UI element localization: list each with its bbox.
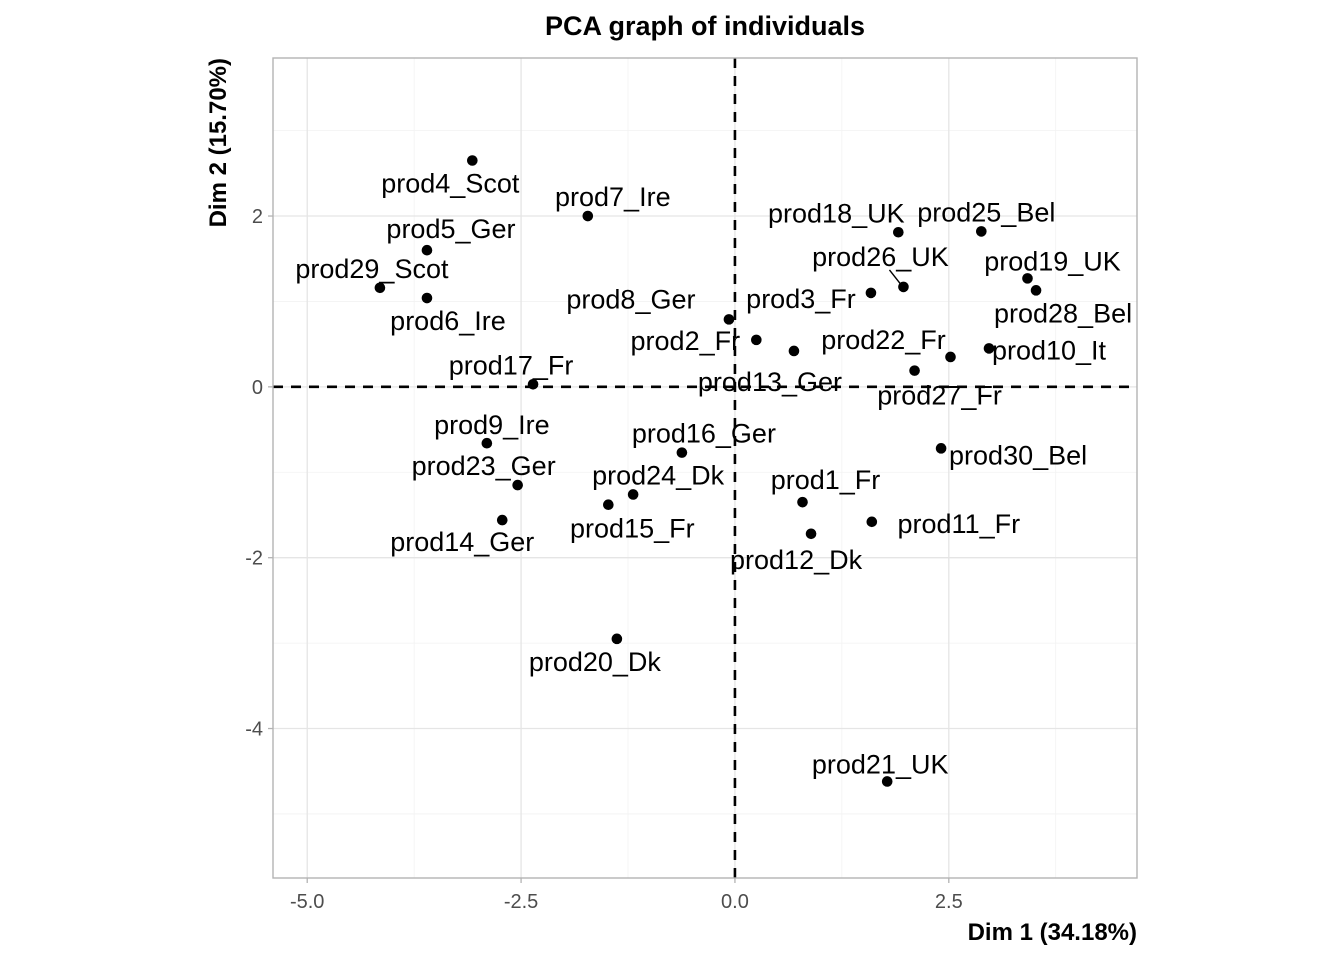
point-label: prod26_UK [812, 242, 949, 272]
reference-lines [273, 58, 1137, 878]
point-label: prod2_Fr [631, 326, 741, 356]
point-label: prod22_Fr [821, 325, 946, 355]
point-label: prod4_Scot [381, 169, 520, 199]
point-label: prod1_Fr [771, 465, 881, 495]
y-axis-title: Dim 2 (15.70%) [205, 58, 232, 227]
data-point [582, 210, 594, 222]
data-point [751, 334, 762, 346]
data-point [1022, 273, 1033, 284]
point-label: prod15_Fr [570, 514, 695, 544]
point-label: prod11_Fr [898, 509, 1021, 539]
data-point [898, 281, 909, 293]
point-label: prod16_Ger [632, 419, 776, 449]
point-label: prod17_Fr [449, 350, 574, 380]
label-leader-line [888, 269, 902, 285]
data-point [627, 489, 639, 500]
data-point [909, 365, 920, 376]
point-label: prod27_Fr [877, 381, 1002, 411]
data-point [866, 516, 878, 528]
data-point [945, 351, 956, 363]
data-point [788, 345, 800, 357]
point-label: prod30_Bel [949, 440, 1087, 470]
x-tick-label: 2.5 [935, 891, 963, 913]
data-point [797, 496, 808, 508]
point-label: prod28_Bel [994, 298, 1132, 328]
y-tick-label: 2 [252, 206, 263, 228]
axis-ticks: -5.0 -2.5 0.0 2.5 -4 -2 0 2 [245, 206, 963, 913]
point-label: prod3_Fr [746, 284, 856, 314]
y-tick-label: -2 [245, 548, 263, 570]
y-tick-label: -4 [245, 719, 263, 741]
x-tick-label: 0.0 [721, 891, 749, 913]
data-point [676, 447, 688, 458]
data-point [805, 528, 817, 540]
data-point [1030, 285, 1042, 296]
x-tick-label: -5.0 [290, 891, 324, 913]
point-label: prod5_Ger [386, 214, 515, 244]
x-tick-label: -2.5 [504, 891, 538, 913]
panel-border [272, 57, 1138, 879]
data-point [527, 378, 539, 390]
chart-title: PCA graph of individuals [545, 11, 865, 41]
point-label: prod8_Ger [566, 284, 695, 314]
point-label: prod21_UK [812, 749, 949, 779]
point-label: prod20_Dk [529, 647, 662, 677]
data-point [893, 226, 904, 238]
data-point [481, 437, 493, 449]
point-label: prod9_Ire [434, 410, 550, 440]
data-point [865, 287, 877, 299]
point-label: prod25_Bel [917, 197, 1055, 227]
point-label: prod6_Ire [390, 306, 506, 336]
point-label: prod23_Ger [412, 451, 556, 481]
point-label: prod12_Dk [730, 545, 863, 575]
data-point [935, 443, 947, 454]
data-point [603, 499, 614, 511]
data-point [421, 244, 433, 256]
data-points [374, 155, 1042, 787]
data-point [467, 155, 478, 166]
x-axis-title: Dim 1 (34.18%) [968, 919, 1137, 946]
point-label: prod24_Dk [592, 460, 725, 490]
y-tick-label: 0 [252, 377, 263, 399]
data-point [611, 633, 623, 645]
point-label: prod14_Ger [390, 527, 534, 557]
point-label: prod10_It [992, 335, 1107, 365]
point-label: prod18_UK [768, 198, 905, 228]
point-label: prod29_Scot [295, 254, 449, 284]
data-point [723, 314, 735, 325]
data-point [512, 479, 523, 491]
point-label: prod19_UK [984, 246, 1121, 276]
data-point [421, 292, 433, 304]
data-point [881, 776, 893, 787]
label-leader-lines [888, 269, 902, 285]
data-point [374, 282, 386, 294]
point-label: prod13_Ger [698, 367, 842, 397]
grid [273, 58, 1137, 878]
point-label: prod7_Ire [555, 182, 671, 212]
data-point [496, 514, 508, 526]
data-point [976, 226, 987, 237]
data-point [983, 343, 995, 354]
